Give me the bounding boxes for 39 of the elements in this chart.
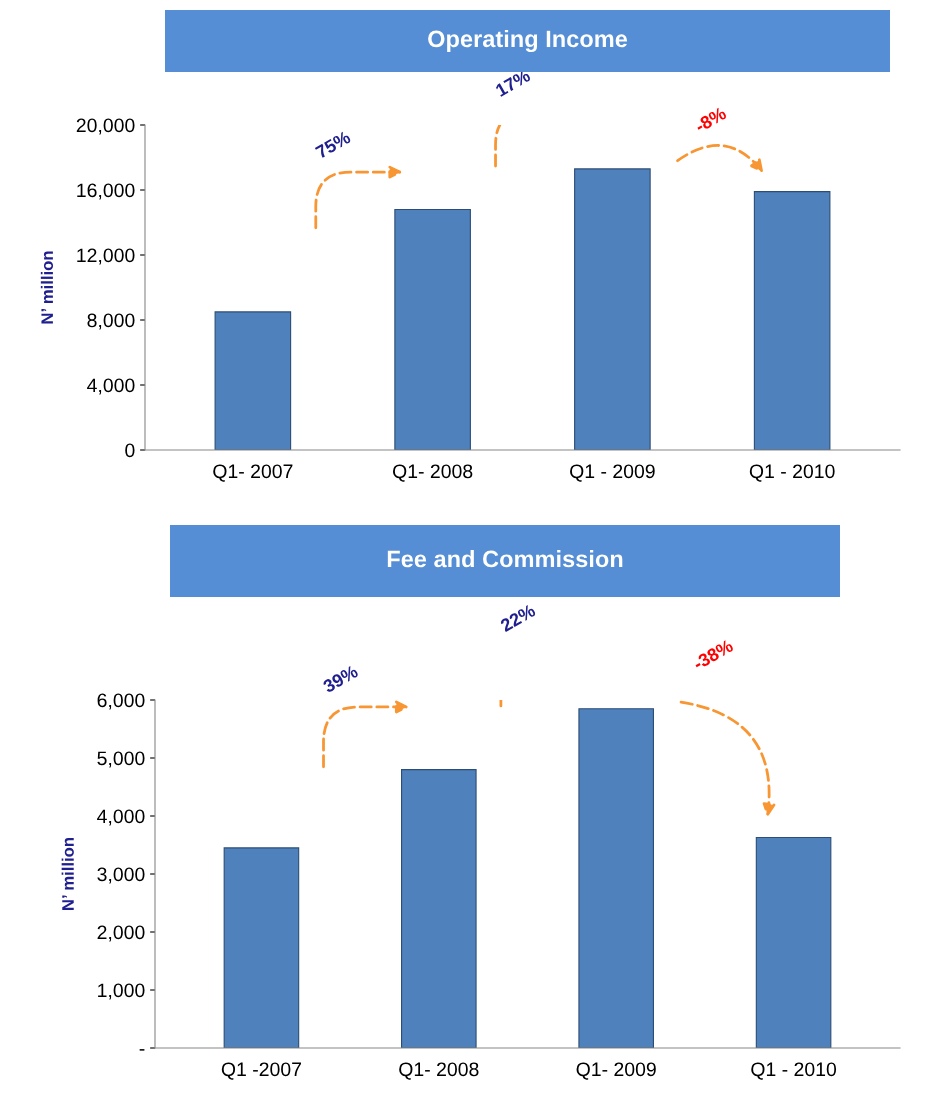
y-tick-label: 5,000 [97,751,145,768]
text: 17% [494,68,532,97]
bar [578,708,654,1048]
bar [753,191,831,450]
x-tick-label: Q1 - 2009 [570,464,655,482]
bar [755,836,832,1048]
text: -38% [692,638,735,671]
text: 22% [499,603,537,633]
x-tick-label: Q1- 2009 [576,1062,656,1080]
y-tick-label: 4,000 [97,809,145,826]
y-tick-label: 0 [125,443,135,458]
y-tick-label: 2,000 [97,925,145,942]
x-tick-label: Q1 - 2010 [749,464,835,482]
chart-title: Operating Income [428,29,628,53]
bar [394,208,471,450]
chart-title: Fee and Commission [387,549,623,568]
y-axis-title: N’ million [40,251,54,324]
y-tick-label: 3,000 [97,867,145,884]
x-tick-label: Q1 - 2010 [751,1062,837,1080]
bar [223,847,300,1048]
y-tick-label: 1,000 [98,983,145,1000]
x-tick-label: Q1- 2008 [399,1062,479,1080]
y-tick-label: 4,000 [87,378,135,395]
x-tick-label: Q1- 2008 [393,464,473,482]
x-tick-label: Q1- 2007 [213,464,293,482]
y-tick-label: 20,000 [76,118,135,135]
x-tick-label: Q1 -2007 [221,1062,301,1080]
y-tick-label: 8,000 [87,313,135,330]
y-tick-label: - [139,1049,145,1051]
y-tick-label: 16,000 [77,183,135,200]
bar [214,311,292,450]
annotation: 75% [314,130,352,159]
annotation: -8% [693,106,728,133]
y-axis-title: N’ million [61,837,74,910]
text: 39% [321,664,359,694]
bar [401,769,477,1048]
bar [574,168,651,450]
y-tick-label: 6,000 [97,693,145,710]
y-tick-label: 12,000 [77,248,135,265]
